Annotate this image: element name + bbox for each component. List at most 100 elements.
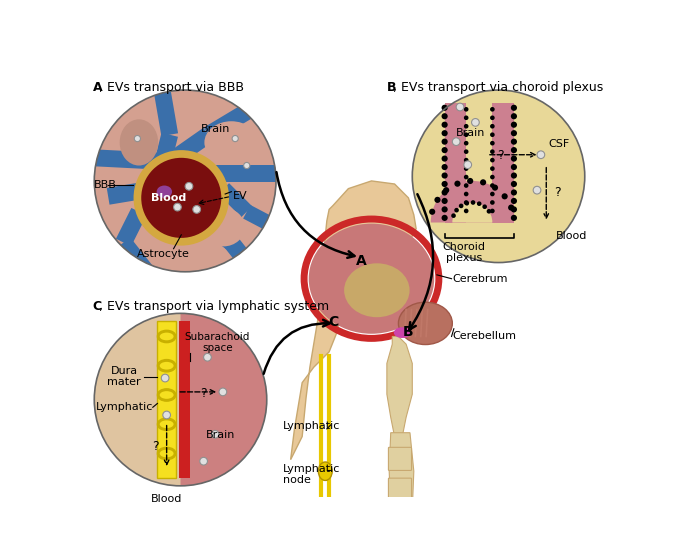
Circle shape — [464, 107, 469, 112]
Circle shape — [464, 183, 469, 188]
Ellipse shape — [158, 389, 176, 401]
Circle shape — [452, 213, 456, 218]
Circle shape — [492, 185, 498, 191]
Circle shape — [464, 124, 469, 128]
Text: ?: ? — [200, 387, 207, 400]
Circle shape — [412, 90, 585, 263]
Text: A: A — [93, 81, 103, 94]
Ellipse shape — [204, 121, 258, 163]
Circle shape — [174, 203, 181, 211]
Circle shape — [471, 200, 475, 205]
Text: Choroid
plexus: Choroid plexus — [443, 242, 485, 263]
Circle shape — [490, 150, 495, 154]
Circle shape — [134, 150, 229, 246]
Circle shape — [441, 198, 447, 204]
Circle shape — [467, 178, 473, 184]
Circle shape — [490, 132, 495, 137]
Text: Brain: Brain — [456, 128, 485, 138]
Text: Lymphatic: Lymphatic — [283, 421, 340, 431]
Circle shape — [511, 181, 517, 187]
Circle shape — [441, 105, 447, 111]
Ellipse shape — [158, 359, 176, 372]
Circle shape — [464, 200, 469, 205]
FancyBboxPatch shape — [388, 448, 411, 470]
Circle shape — [533, 186, 541, 194]
Circle shape — [200, 458, 208, 465]
Polygon shape — [225, 237, 261, 277]
Ellipse shape — [157, 186, 172, 198]
Ellipse shape — [160, 450, 174, 458]
Circle shape — [472, 118, 479, 126]
Circle shape — [490, 124, 495, 128]
Ellipse shape — [160, 420, 174, 428]
Ellipse shape — [309, 224, 435, 334]
Circle shape — [219, 388, 227, 396]
Circle shape — [464, 192, 469, 196]
Circle shape — [441, 172, 447, 179]
Polygon shape — [151, 165, 196, 196]
Circle shape — [487, 209, 491, 214]
Circle shape — [464, 201, 469, 205]
Circle shape — [141, 158, 221, 238]
Circle shape — [490, 192, 495, 196]
Polygon shape — [387, 336, 412, 436]
Text: BBB: BBB — [94, 180, 117, 190]
Text: C: C — [93, 300, 102, 313]
Polygon shape — [196, 213, 236, 249]
Circle shape — [464, 175, 469, 179]
Text: , EVs transport via lymphatic system: , EVs transport via lymphatic system — [99, 300, 329, 313]
Ellipse shape — [160, 362, 174, 369]
Circle shape — [464, 150, 469, 154]
Text: Brain: Brain — [206, 430, 235, 440]
Polygon shape — [116, 208, 147, 246]
Circle shape — [244, 162, 250, 169]
Bar — [158, 321, 176, 478]
Polygon shape — [204, 104, 251, 142]
Circle shape — [511, 198, 517, 204]
Circle shape — [464, 116, 469, 120]
Polygon shape — [389, 432, 414, 541]
Circle shape — [464, 209, 469, 213]
Circle shape — [204, 353, 211, 361]
Circle shape — [508, 205, 514, 211]
Text: C: C — [328, 315, 338, 329]
Circle shape — [511, 215, 517, 221]
Circle shape — [94, 314, 267, 486]
Circle shape — [511, 172, 517, 179]
Text: Blood: Blood — [151, 193, 186, 203]
Text: EV: EV — [233, 191, 248, 201]
Text: ?: ? — [498, 150, 504, 162]
Text: Dura
mater: Dura mater — [107, 365, 141, 387]
Circle shape — [459, 204, 464, 208]
Circle shape — [511, 164, 517, 170]
Circle shape — [454, 181, 460, 187]
Circle shape — [511, 156, 517, 162]
Polygon shape — [291, 181, 416, 460]
Circle shape — [441, 215, 447, 221]
Text: Brain: Brain — [200, 123, 230, 133]
Polygon shape — [107, 180, 155, 205]
Circle shape — [134, 136, 141, 142]
Circle shape — [211, 430, 219, 438]
Circle shape — [511, 122, 517, 128]
Polygon shape — [193, 165, 276, 182]
Circle shape — [94, 90, 276, 272]
Circle shape — [511, 189, 517, 195]
Circle shape — [456, 103, 464, 111]
Wedge shape — [452, 203, 492, 223]
Text: ?: ? — [554, 186, 561, 199]
Ellipse shape — [344, 263, 409, 317]
Circle shape — [441, 181, 447, 187]
Circle shape — [464, 166, 469, 171]
Circle shape — [464, 161, 472, 169]
Text: Lymphatic
node: Lymphatic node — [283, 464, 340, 485]
Circle shape — [454, 208, 459, 213]
Circle shape — [490, 183, 495, 188]
Circle shape — [441, 122, 447, 128]
Circle shape — [490, 116, 495, 120]
Circle shape — [511, 130, 517, 136]
Circle shape — [482, 204, 487, 209]
Circle shape — [490, 200, 495, 205]
Circle shape — [502, 193, 508, 199]
Text: B: B — [403, 325, 413, 339]
